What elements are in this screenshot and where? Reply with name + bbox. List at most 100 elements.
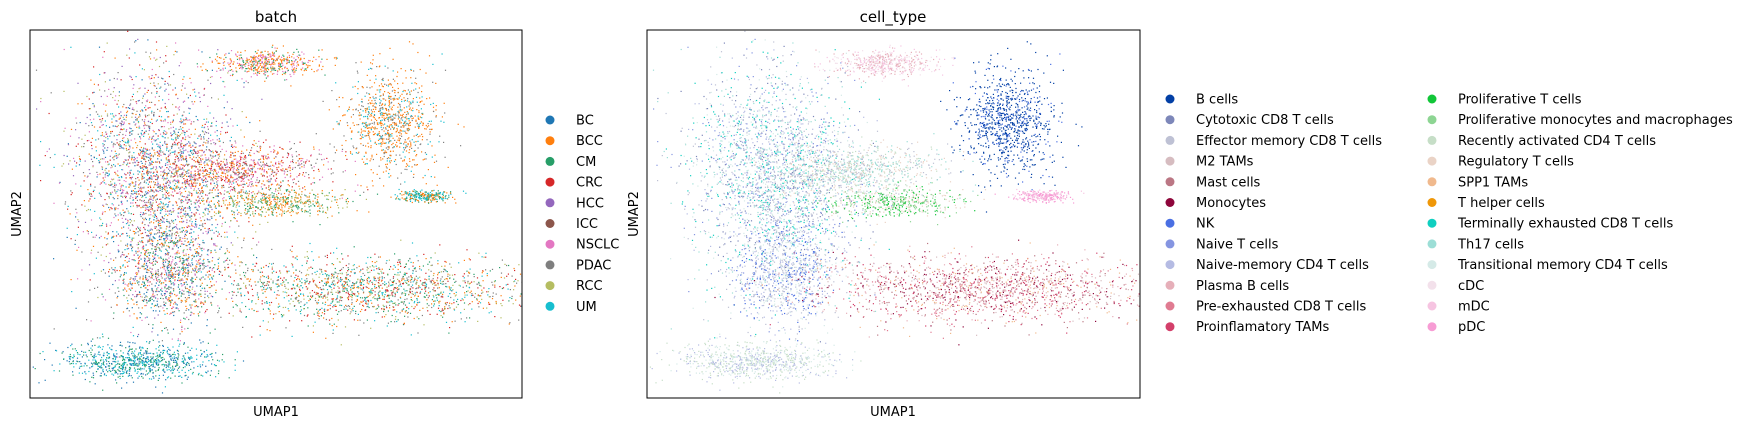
scatter-point [266,158,268,160]
scatter-point [146,100,148,103]
scatter-point [174,280,176,282]
scatter-point [252,206,254,209]
scatter-point [302,174,304,176]
scatter-point [248,175,250,177]
scatter-point [195,190,198,192]
scatter-point [101,168,103,170]
scatter-point [167,254,169,256]
scatter-point [81,251,83,253]
scatter-point [153,305,156,307]
scatter-point [175,180,177,182]
scatter-point [233,145,235,148]
scatter-point [190,174,192,176]
scatter-point [140,295,142,298]
scatter-point [187,272,189,274]
scatter-point [149,155,151,157]
scatter-point [159,361,161,363]
scatter-point [151,229,153,231]
scatter-point [106,24,107,25]
scatter-point [144,93,146,95]
scatter-point [192,144,194,147]
scatter-point [336,201,338,203]
scatter-point [70,362,73,365]
scatter-point [144,361,146,363]
scatter-point [284,196,287,198]
scatter-point [177,250,179,252]
scatter-point [148,114,150,116]
scatter-point [155,254,157,256]
scatter-point [75,208,77,210]
scatter-point [181,168,183,170]
scatter-point [154,237,156,240]
scatter-point [228,169,230,171]
scatter-point [309,201,311,203]
scatter-point [129,107,131,109]
scatter-point [250,181,252,183]
scatter-point [109,252,111,254]
scatter-point [294,200,296,202]
scatter-point [286,168,288,170]
scatter-point [179,126,182,128]
scatter-point [274,198,276,200]
scatter-point [327,195,329,197]
scatter-point [199,193,201,195]
scatter-point [158,206,160,208]
scatter-point [175,133,177,135]
scatter-point [303,161,305,163]
scatter-point [35,69,38,71]
scatter-point [206,319,208,321]
scatter-point [125,119,127,121]
scatter-point [246,211,249,213]
scatter-point [217,185,219,187]
scatter-point [141,265,143,267]
scatter-point [157,222,160,224]
scatter-point [239,191,241,193]
scatter-point [251,165,253,167]
scatter-point [147,174,149,176]
scatter-point [284,171,286,173]
scatter-point [165,248,167,250]
scatter-point [177,144,179,146]
scatter-point [180,154,182,156]
scatter-point [159,149,161,151]
scatter-point [192,254,194,256]
scatter-point [145,166,147,168]
scatter-point [251,168,253,171]
scatter-point [201,130,204,132]
scatter-point [142,97,144,99]
scatter-point [262,157,264,159]
scatter-point [75,363,77,365]
scatter-point [156,87,158,89]
scatter-point [263,154,265,157]
scatter-point [160,159,162,161]
scatter-point [273,151,275,153]
scatter-point [228,171,230,173]
scatter-point [191,312,193,314]
scatter-point [115,153,117,155]
scatter-point [277,151,279,153]
scatter-point [273,145,275,147]
scatter-point [184,210,187,212]
scatter-point [76,234,78,236]
scatter-point [141,196,143,198]
scatter-point [236,164,238,166]
scatter-point [190,187,192,189]
scatter-point [183,254,185,256]
scatter-point [164,83,166,85]
scatter-point [191,259,193,261]
scatter-point [209,171,211,174]
scatter-point [183,132,185,134]
scatter-point [188,205,190,208]
scatter-point [193,88,196,90]
scatter-point [285,168,287,170]
scatter-point [270,187,272,190]
scatter-point [202,211,204,214]
scatter-point [170,291,172,293]
scatter-point [168,116,170,118]
scatter-point [62,163,65,165]
scatter-point [187,214,189,216]
scatter-point [157,76,159,78]
scatter-point [118,290,120,292]
scatter-point [296,204,298,206]
scatter-point [198,259,200,261]
